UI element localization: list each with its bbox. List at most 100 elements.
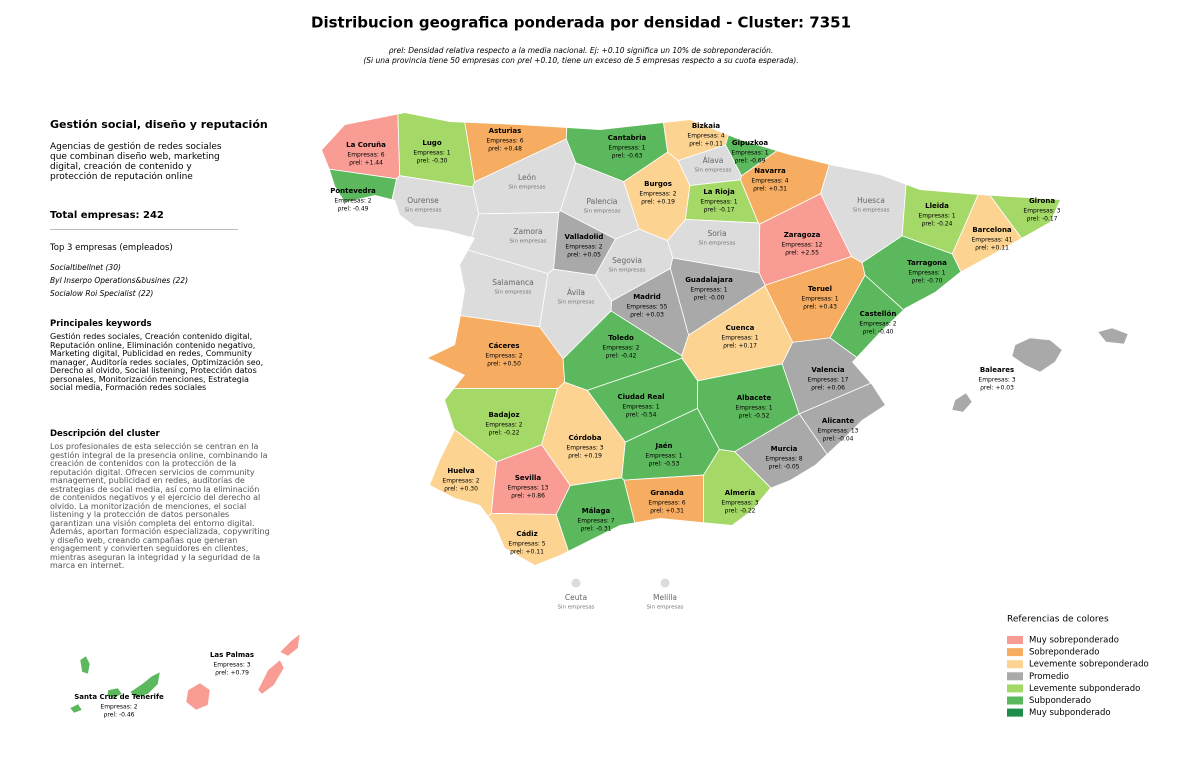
province-companies: Empresas: 1 <box>731 150 768 157</box>
province-name: Burgos <box>644 180 672 188</box>
province-rho: ρrel: -0.53 <box>649 461 680 468</box>
province-rho: ρrel: -0.69 <box>735 158 766 165</box>
province-note: Sin empresas <box>494 290 531 296</box>
province-companies: Empresas: 1 <box>690 287 727 294</box>
province-name: Guadalajara <box>685 276 733 284</box>
province-rho: ρrel: +0.48 <box>488 146 522 153</box>
province-rho: ρrel: +0.19 <box>641 199 675 206</box>
legend-swatch <box>1007 684 1023 693</box>
province-name: Zaragoza <box>784 231 821 239</box>
legend-swatch <box>1007 672 1023 681</box>
province-rho: ρrel: -0.31 <box>581 526 612 533</box>
province-companies: Empresas: 3 <box>1023 208 1060 215</box>
province-name: Ceuta <box>565 593 587 602</box>
province-companies: Empresas: 3 <box>213 662 250 669</box>
province-name: Valencia <box>811 366 844 374</box>
enclave <box>660 578 670 588</box>
province-name: Valladolid <box>565 233 604 241</box>
province-name: Albacete <box>737 394 772 402</box>
province-companies: Empresas: 1 <box>700 199 737 206</box>
legend-swatch <box>1007 708 1023 717</box>
fuerteventura <box>257 659 285 695</box>
province-companies: Empresas: 1 <box>645 453 682 460</box>
province-rho: ρrel: -0.04 <box>823 436 854 443</box>
province-companies: Empresas: 1 <box>622 404 659 411</box>
province-name: Pontevedra <box>330 187 376 195</box>
islands <box>69 327 1129 714</box>
province-name: Barcelona <box>972 226 1012 234</box>
divider <box>50 229 238 230</box>
province-companies: Empresas: 1 <box>801 296 838 303</box>
province-companies: Empresas: 2 <box>485 353 522 360</box>
province-rho: ρrel: -0.05 <box>769 464 800 471</box>
province-name: Santa Cruz de Tenerife <box>74 693 164 701</box>
province-note: Sin empresas <box>557 300 594 306</box>
province-companies: Empresas: 2 <box>639 191 676 198</box>
province-rho: ρrel: +0.17 <box>723 343 757 350</box>
province-name: Las Palmas <box>210 651 254 659</box>
province-companies: Empresas: 2 <box>859 321 896 328</box>
province-name: Málaga <box>582 507 611 515</box>
province-rho: ρrel: -0.42 <box>606 353 637 360</box>
province-companies: Empresas: 2 <box>565 244 602 251</box>
province-rho: ρrel: +0.06 <box>811 385 845 392</box>
legend-label: Subponderado <box>1029 696 1091 706</box>
province-rho: ρrel: +0.79 <box>215 670 249 677</box>
title: Distribucion geografica ponderada por de… <box>311 14 851 32</box>
legend-swatch <box>1007 660 1023 669</box>
province-companies: Empresas: 4 <box>751 178 788 185</box>
province-name: Álava <box>703 156 724 165</box>
province-name: Huesca <box>857 196 885 205</box>
enclave <box>571 578 581 588</box>
legend-label: Levemente sobreponderado <box>1029 660 1149 670</box>
subtitle: (Si una provincia tiene 50 empresas con … <box>363 56 798 65</box>
province-rho: ρrel: +0.11 <box>510 549 544 556</box>
province-companies: Empresas: 8 <box>765 456 802 463</box>
province-name: La Rioja <box>703 188 735 196</box>
province-name: Badajoz <box>488 411 519 419</box>
legend-label: Sobreponderado <box>1029 648 1099 658</box>
cluster-summary: Agencias de gestión de redes sociales qu… <box>50 142 222 182</box>
province-companies: Empresas: 2 <box>442 478 479 485</box>
province-name: Lugo <box>422 139 441 147</box>
province-name: La Coruña <box>346 141 386 149</box>
province-companies: Empresas: 13 <box>818 428 859 435</box>
legend-swatch <box>1007 696 1023 705</box>
province-name: Tarragona <box>907 259 947 267</box>
province-rho: ρrel: +0.31 <box>650 508 684 515</box>
province-name: Segovia <box>612 256 642 265</box>
province-name: Ciudad Real <box>618 393 665 401</box>
province-name: Zamora <box>513 227 542 236</box>
legend-title: Referencias de colores <box>1007 615 1109 625</box>
province-companies: Empresas: 2 <box>602 345 639 352</box>
province-companies: Empresas: 3 <box>721 500 758 507</box>
province-name: Córdoba <box>569 434 602 442</box>
province-companies: Empresas: 3 <box>566 445 603 452</box>
province-rho: ρrel: +0.05 <box>567 252 601 259</box>
province-rho: ρrel: -0.52 <box>739 413 770 420</box>
cluster-heading: Gestión social, diseño y reputación <box>50 118 268 131</box>
province-rho: ρrel: -0.24 <box>922 221 953 228</box>
province-companies: Empresas: 1 <box>721 335 758 342</box>
province-rho: ρrel: -0.22 <box>489 430 520 437</box>
province-companies: Empresas: 55 <box>627 304 668 311</box>
province-companies: Empresas: 12 <box>782 242 823 249</box>
legend: Referencias de colores Muy sobreponderad… <box>1007 615 1149 718</box>
keywords: Gestión redes sociales, Creación conteni… <box>50 332 264 392</box>
la-gomera <box>106 687 123 699</box>
province-name: Sevilla <box>515 474 542 482</box>
legend-swatch <box>1007 636 1023 644</box>
province-note: Sin empresas <box>557 605 594 611</box>
province-companies: Empresas: 3 <box>978 377 1015 384</box>
province-rho: ρrel: -0.40 <box>863 329 894 336</box>
province-name: Cantabria <box>608 134 647 142</box>
province-companies: Empresas: 2 <box>334 198 371 205</box>
province-rho: ρrel: +0.11 <box>975 245 1009 252</box>
province-name: Ávila <box>567 288 585 297</box>
province-name: Alicante <box>822 417 854 425</box>
province-rho: ρrel: +0.50 <box>487 361 521 368</box>
province-rho: ρrel: +0.31 <box>753 186 787 193</box>
